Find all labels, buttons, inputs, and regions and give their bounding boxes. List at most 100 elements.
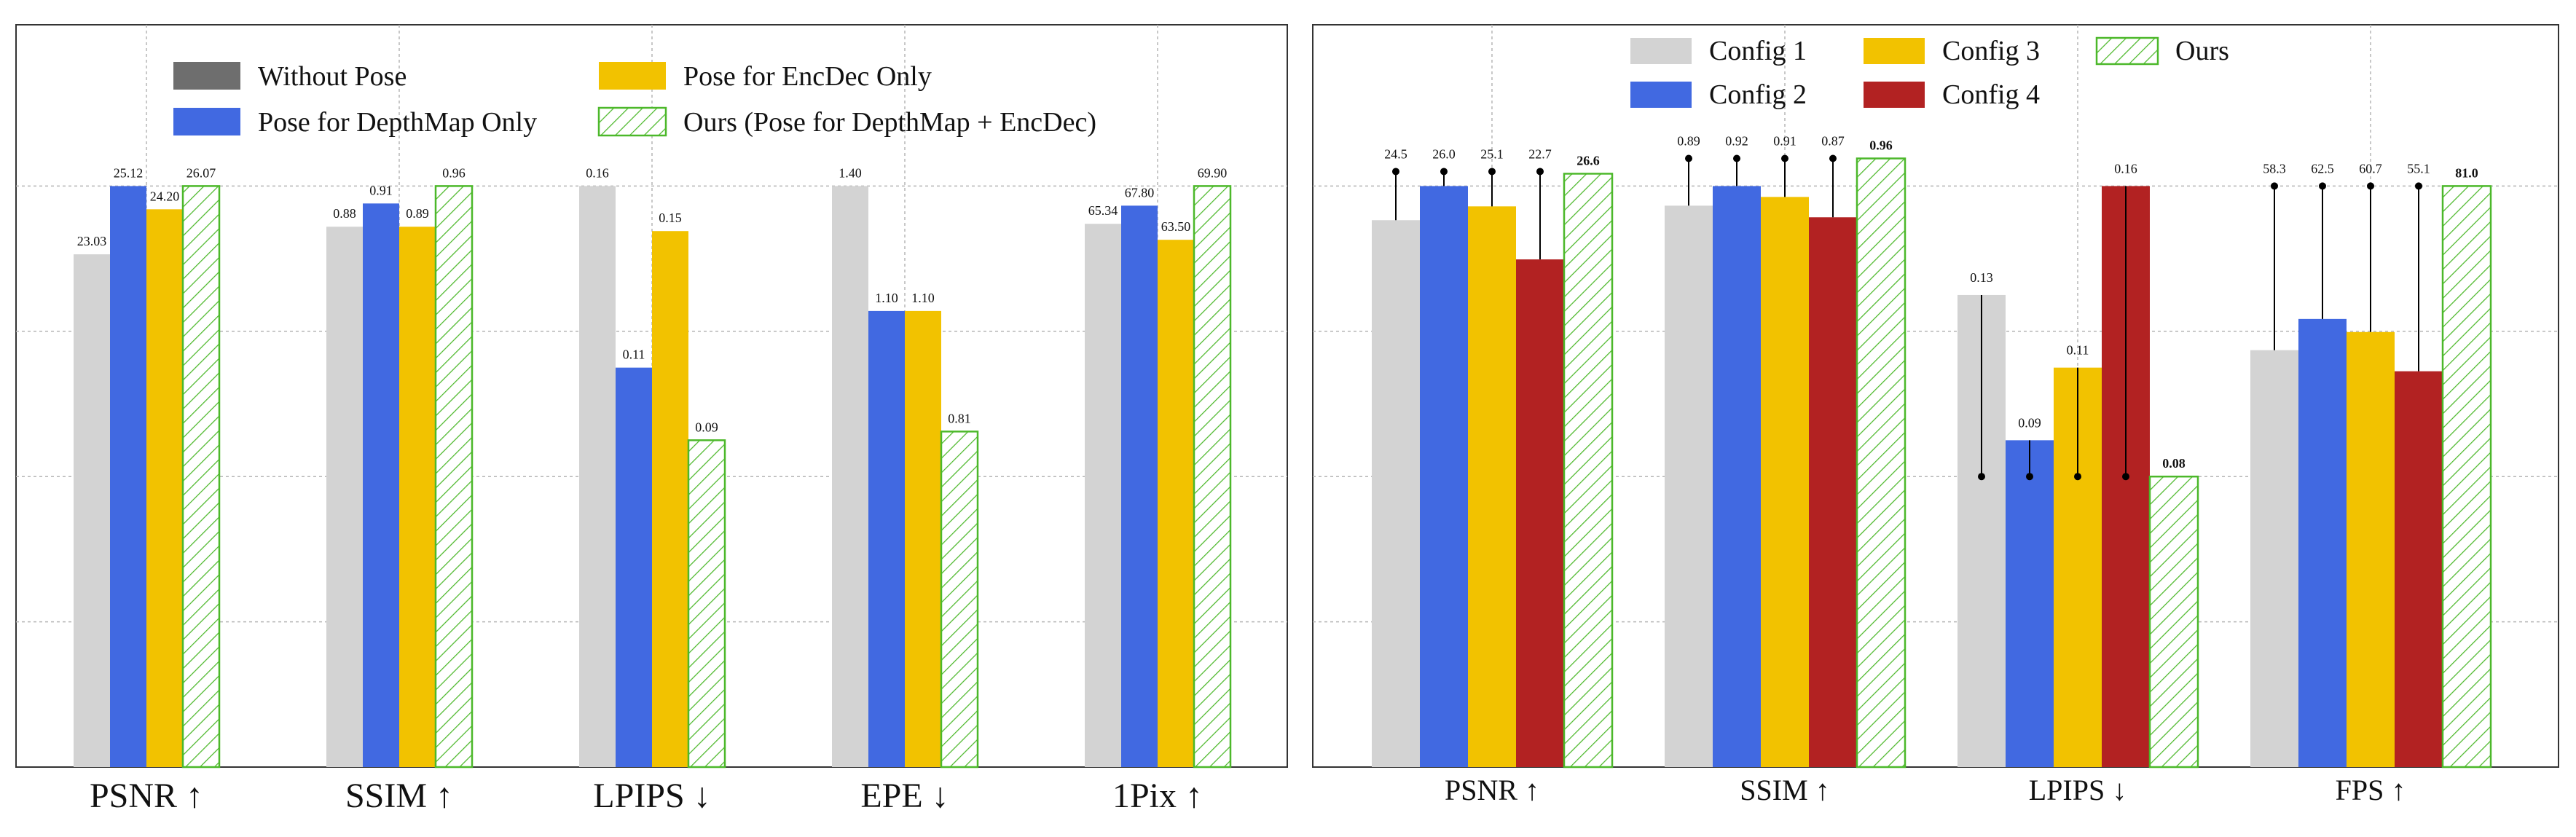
left-bars xyxy=(74,185,1232,769)
bar-config-3-ssim xyxy=(1761,197,1809,768)
error-cap-config-4-ssim xyxy=(1829,154,1837,162)
legend-swatch-pose-for-depthmap-only xyxy=(173,108,240,135)
value-label-pose-for-depthmap-only-1pix: 67.80 xyxy=(1125,185,1155,200)
legend-label-without-pose: Without Pose xyxy=(258,61,407,92)
bar-ours-pose-for-depthmap-encdec-lpips xyxy=(687,439,726,769)
value-label-config-2-lpips: 0.09 xyxy=(2018,415,2041,430)
bar-without-pose-psnr xyxy=(74,254,110,767)
bar-config-4-fps xyxy=(2395,371,2443,767)
category-label-psnr: PSNR ↑ xyxy=(90,777,203,815)
value-label-without-pose-psnr: 23.03 xyxy=(77,234,107,248)
value-label-pose-for-depthmap-only-psnr: 25.12 xyxy=(114,165,144,180)
right-error-bars xyxy=(1392,154,2422,481)
category-label-lpips: LPIPS ↓ xyxy=(593,777,710,815)
value-label-pose-for-encdec-only-psnr: 24.20 xyxy=(150,189,180,203)
category-label-ssim: SSIM ↑ xyxy=(1740,774,1829,806)
left-value-labels: 23.03 25.12 24.20 26.07 0.88 0.91 0.89 0.96 0.16… xyxy=(77,165,1228,434)
left-legend: Without Pose Pose for DepthMap Only Pose f… xyxy=(173,61,1096,138)
bar-ours-pose-for-depthmap-encdec-psnr xyxy=(181,185,221,769)
bar-pose-for-encdec-only-epe xyxy=(905,310,941,767)
error-cap-config-3-fps xyxy=(2367,182,2374,190)
bar-without-pose-1pix xyxy=(1085,224,1121,767)
legend-label-ours: Ours xyxy=(2175,36,2229,66)
value-label-config-4-ssim: 0.87 xyxy=(1821,134,1845,149)
value-label-config-4-lpips: 0.16 xyxy=(2114,161,2137,176)
bar-pose-for-encdec-only-lpips xyxy=(652,231,688,767)
bar-ours-ssim xyxy=(1856,157,1907,769)
value-label-ours-pose-for-depthmap-encdec-ssim: 0.96 xyxy=(442,165,466,180)
bar-ours-psnr xyxy=(1563,173,1614,769)
bar-ours-pose-for-depthmap-encdec-epe xyxy=(940,431,979,769)
value-label-config-1-lpips: 0.13 xyxy=(1970,270,1993,285)
legend-label-config-2: Config 2 xyxy=(1709,79,1807,110)
value-label-config-3-fps: 60.7 xyxy=(2359,161,2382,176)
value-label-pose-for-depthmap-only-lpips: 0.11 xyxy=(623,347,645,362)
value-label-pose-for-depthmap-only-epe: 1.10 xyxy=(875,291,898,305)
left-category-labels: PSNR ↑ SSIM ↑ LPIPS ↓ EPE ↓ 1Pix ↑ xyxy=(90,777,1203,815)
error-cap-config-2-fps xyxy=(2319,182,2326,190)
category-label-1pix: 1Pix ↑ xyxy=(1112,777,1203,815)
legend-label-config-1: Config 1 xyxy=(1709,36,1807,66)
value-label-config-1-psnr: 24.5 xyxy=(1384,146,1407,161)
error-cap-config-3-ssim xyxy=(1781,154,1788,162)
legend-swatch-ours xyxy=(2095,36,2159,66)
value-label-ours-ssim: 0.96 xyxy=(1869,138,1893,153)
legend-swatch-config-2 xyxy=(1630,82,1692,108)
bar-pose-for-depthmap-only-lpips xyxy=(616,367,652,767)
value-label-config-2-ssim: 0.92 xyxy=(1725,134,1748,149)
bar-pose-for-encdec-only-1pix xyxy=(1158,240,1194,768)
value-label-config-4-psnr: 22.7 xyxy=(1528,146,1552,161)
value-label-ours-pose-for-depthmap-encdec-psnr: 26.07 xyxy=(186,165,216,180)
right-chart-panel: 24.5 26.0 25.1 22.7 26.6 0.89 0.92 0.91 0.87 0.96… xyxy=(1312,24,2559,806)
value-label-config-2-psnr: 26.0 xyxy=(1432,146,1456,161)
category-label-psnr: PSNR ↑ xyxy=(1445,774,1539,806)
right-legend: Config 1 Config 2 Config 3 Config 4 Ours xyxy=(1630,36,2229,110)
category-label-ssim: SSIM ↑ xyxy=(345,777,453,815)
bar-pose-for-depthmap-only-epe xyxy=(868,310,905,767)
legend-swatch-config-4 xyxy=(1864,82,1925,108)
bar-pose-for-depthmap-only-psnr xyxy=(110,186,146,767)
legend-label-ours-pose-for-depthmap-encdec: Ours (Pose for DepthMap + EncDec) xyxy=(683,107,1096,138)
value-label-ours-lpips: 0.08 xyxy=(2162,456,2186,471)
error-cap-config-2-lpips xyxy=(2026,473,2033,481)
bar-config-3-psnr xyxy=(1468,206,1516,767)
legend-label-pose-for-depthmap-only: Pose for DepthMap Only xyxy=(258,107,537,138)
bar-ours-lpips xyxy=(2148,475,2199,769)
error-cap-config-1-lpips xyxy=(1978,473,1985,481)
right-value-labels: 24.5 26.0 25.1 22.7 26.6 0.89 0.92 0.91 0.87 0.96… xyxy=(1384,134,2478,471)
legend-swatch-pose-for-encdec-only xyxy=(599,62,666,90)
value-label-ours-psnr: 26.6 xyxy=(1576,153,1600,168)
bar-config-4-psnr xyxy=(1516,259,1564,767)
legend-label-pose-for-encdec-only: Pose for EncDec Only xyxy=(683,61,932,92)
value-label-without-pose-ssim: 0.88 xyxy=(333,206,356,221)
bar-ours-pose-for-depthmap-encdec-1pix xyxy=(1193,185,1232,769)
value-label-config-1-ssim: 0.89 xyxy=(1677,134,1700,149)
value-label-config-1-fps: 58.3 xyxy=(2263,161,2286,176)
bar-config-1-ssim xyxy=(1665,205,1713,768)
value-label-pose-for-encdec-only-ssim: 0.89 xyxy=(406,206,429,221)
bar-config-4-ssim xyxy=(1809,217,1857,767)
legend-swatch-config-3 xyxy=(1864,38,1925,64)
bar-ours-pose-for-depthmap-encdec-ssim xyxy=(434,185,474,769)
value-label-config-2-fps: 62.5 xyxy=(2311,161,2334,176)
bar-ours-fps xyxy=(2441,185,2492,769)
error-cap-config-3-lpips xyxy=(2074,473,2081,481)
value-label-pose-for-encdec-only-lpips: 0.15 xyxy=(659,211,682,225)
error-cap-config-4-psnr xyxy=(1536,168,1544,176)
bar-config-2-fps xyxy=(2298,318,2347,767)
value-label-pose-for-encdec-only-epe: 1.10 xyxy=(911,291,935,305)
right-category-labels: PSNR ↑ SSIM ↑ LPIPS ↓ FPS ↑ xyxy=(1445,774,2406,806)
bar-config-2-ssim xyxy=(1713,186,1761,767)
error-cap-config-1-fps xyxy=(2271,182,2278,190)
value-label-ours-pose-for-depthmap-encdec-epe: 0.81 xyxy=(948,411,971,425)
value-label-without-pose-lpips: 0.16 xyxy=(586,165,609,180)
error-cap-config-1-psnr xyxy=(1392,168,1399,176)
value-label-config-4-fps: 55.1 xyxy=(2407,161,2430,176)
bar-pose-for-depthmap-only-ssim xyxy=(363,203,399,767)
error-cap-config-2-ssim xyxy=(1733,154,1740,162)
bar-without-pose-ssim xyxy=(326,227,363,767)
bar-without-pose-epe xyxy=(832,186,868,767)
value-label-ours-pose-for-depthmap-encdec-1pix: 69.90 xyxy=(1198,165,1228,180)
category-label-lpips: LPIPS ↓ xyxy=(2029,774,2127,806)
